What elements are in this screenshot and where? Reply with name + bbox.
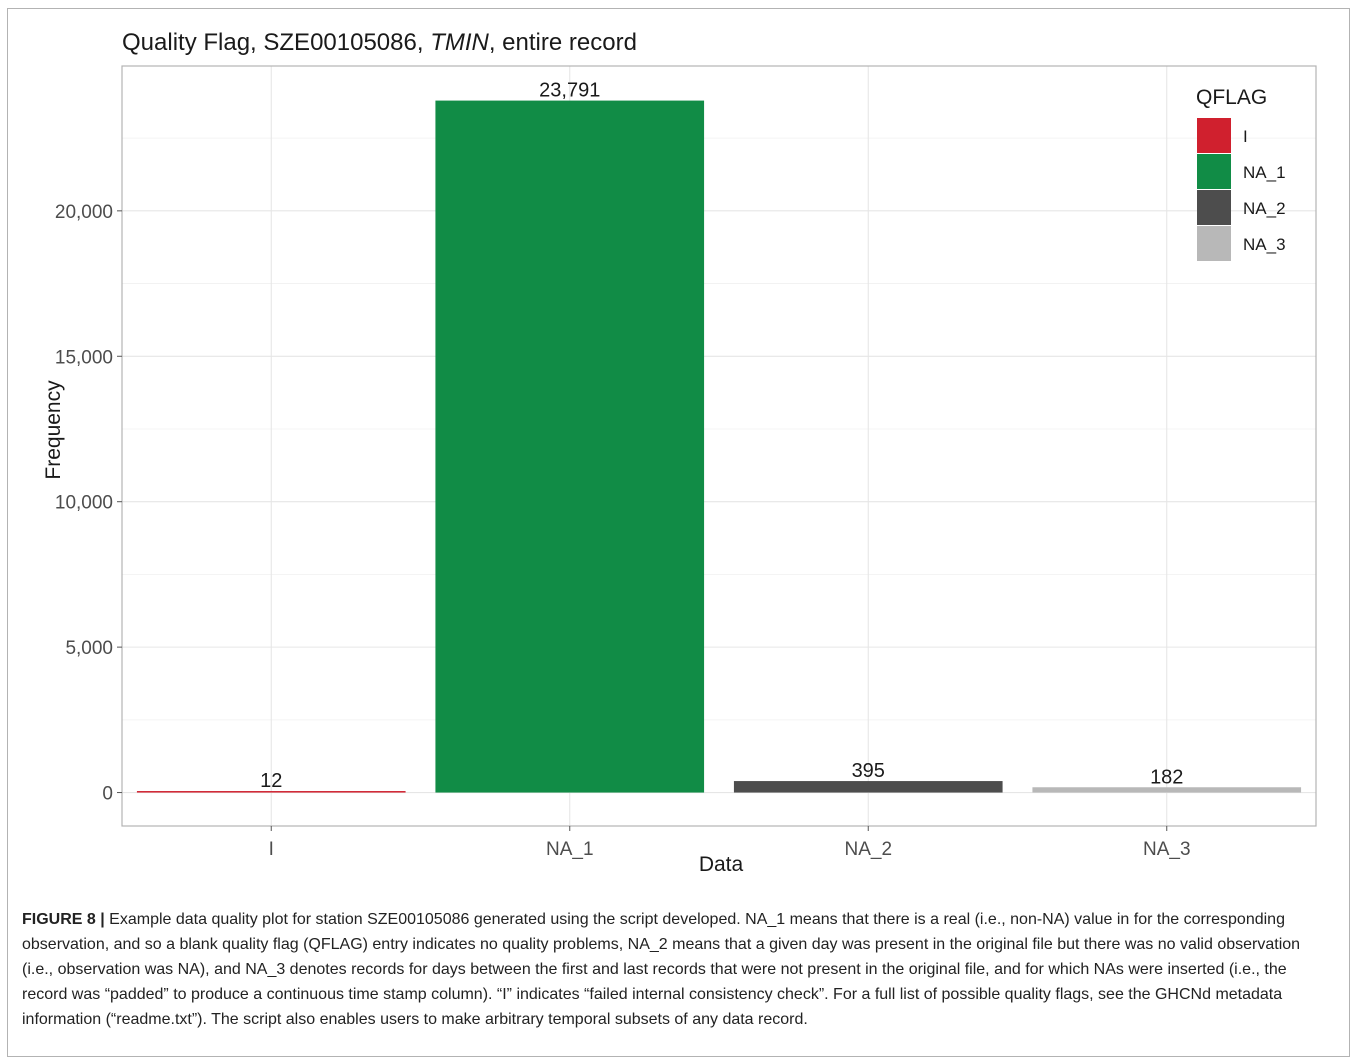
- legend-item-label: NA_3: [1243, 235, 1286, 254]
- legend-swatch: [1197, 190, 1231, 225]
- caption-text: Example data quality plot for station SZ…: [22, 911, 1301, 1028]
- data-label: 12: [260, 770, 282, 792]
- data-label: 182: [1150, 766, 1183, 788]
- plot-panel: [122, 66, 1316, 826]
- chart-title: Quality Flag, SZE00105086, TMIN, entire …: [122, 29, 637, 56]
- x-tick-label: NA_2: [844, 839, 892, 860]
- caption-label: FIGURE 8 |: [22, 911, 105, 928]
- y-tick-label: 5,000: [65, 638, 113, 659]
- bar-chart: Quality Flag, SZE00105086, TMIN, entire …: [42, 29, 1317, 876]
- legend-item-label: NA_1: [1243, 163, 1286, 182]
- x-tick-label: NA_3: [1143, 839, 1191, 860]
- y-tick-label: 20,000: [55, 202, 113, 223]
- figure-caption: FIGURE 8 | Example data quality plot for…: [22, 907, 1332, 1032]
- legend-title: QFLAG: [1196, 86, 1267, 109]
- legend: QFLAG I NA_1 NA_2 NA_3: [1196, 86, 1286, 261]
- x-tick-label: I: [269, 839, 274, 860]
- y-axis-label: Frequency: [42, 380, 65, 480]
- x-tick-label: NA_1: [546, 839, 594, 860]
- legend-swatch: [1197, 154, 1231, 189]
- plot-marks: 12 23,791 395 182: [136, 80, 1302, 793]
- panel-border: [121, 65, 1317, 827]
- legend-item-label: I: [1243, 127, 1248, 146]
- bar-na-2: [733, 781, 1003, 793]
- y-tick-label: 15,000: [55, 347, 113, 368]
- bar-i: [136, 791, 406, 793]
- legend-item-label: NA_2: [1243, 199, 1286, 218]
- data-label: 395: [852, 760, 885, 782]
- data-label: 23,791: [539, 80, 600, 102]
- plot-background: [122, 66, 1316, 826]
- bar-na-3: [1032, 787, 1302, 793]
- bar-na-1: [435, 100, 705, 793]
- y-tick-label: 0: [102, 784, 113, 805]
- legend-swatch: [1197, 118, 1231, 153]
- legend-swatch: [1197, 226, 1231, 261]
- y-tick-label: 10,000: [55, 493, 113, 514]
- x-axis-label: Data: [699, 853, 744, 876]
- plot-axes: 0 5,000 10,000 15,000 20,000 I NA_1 NA_2 NA_3: [55, 65, 1317, 860]
